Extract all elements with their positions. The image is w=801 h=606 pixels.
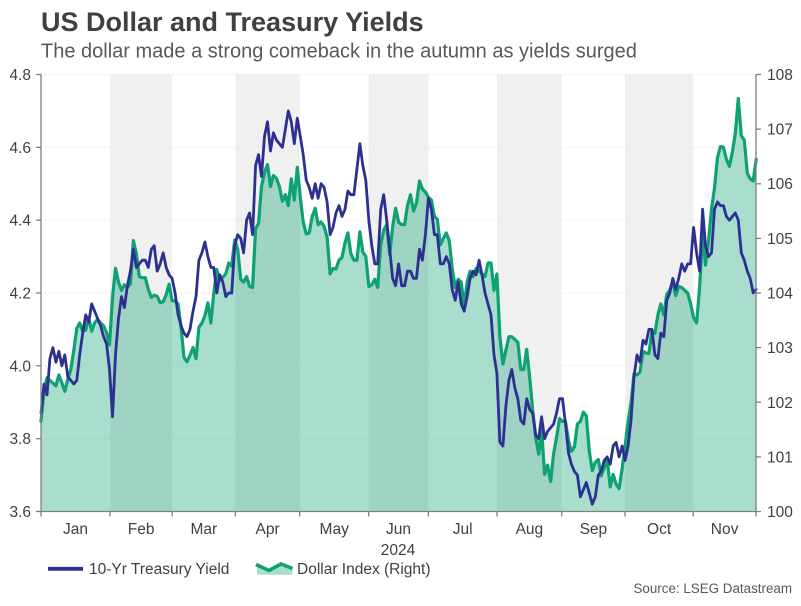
svg-text:105: 105 <box>767 231 793 248</box>
svg-text:4.2: 4.2 <box>9 286 31 303</box>
svg-text:US Dollar and Treasury Yields: US Dollar and Treasury Yields <box>41 7 424 37</box>
svg-text:Dollar Index (Right): Dollar Index (Right) <box>297 561 431 578</box>
svg-text:Jan: Jan <box>63 521 88 538</box>
svg-text:Jul: Jul <box>453 521 473 538</box>
svg-text:Source: LSEG Datastream: Source: LSEG Datastream <box>633 581 792 596</box>
svg-text:100: 100 <box>767 504 793 521</box>
svg-text:3.6: 3.6 <box>9 504 31 521</box>
svg-text:2024: 2024 <box>381 542 416 559</box>
svg-text:4.4: 4.4 <box>9 213 31 230</box>
svg-text:Mar: Mar <box>190 521 217 538</box>
svg-text:107: 107 <box>767 122 793 139</box>
svg-text:Apr: Apr <box>256 521 280 538</box>
svg-text:101: 101 <box>767 449 793 466</box>
svg-text:Oct: Oct <box>647 521 672 538</box>
svg-text:4.0: 4.0 <box>9 358 31 375</box>
svg-text:4.6: 4.6 <box>9 140 31 157</box>
svg-text:102: 102 <box>767 395 793 412</box>
svg-text:Nov: Nov <box>711 521 739 538</box>
svg-text:3.8: 3.8 <box>9 431 31 448</box>
svg-text:Feb: Feb <box>128 521 155 538</box>
svg-text:103: 103 <box>767 340 793 357</box>
svg-text:May: May <box>320 521 350 538</box>
svg-text:106: 106 <box>767 176 793 193</box>
svg-text:The dollar made a strong comeb: The dollar made a strong comeback in the… <box>41 41 637 63</box>
svg-text:Jun: Jun <box>386 521 411 538</box>
svg-text:4.8: 4.8 <box>9 67 31 84</box>
svg-text:10-Yr Treasury Yield: 10-Yr Treasury Yield <box>89 561 229 578</box>
svg-text:Aug: Aug <box>516 521 544 538</box>
svg-text:Sep: Sep <box>580 521 608 538</box>
svg-text:104: 104 <box>767 286 793 303</box>
svg-text:108: 108 <box>767 67 793 84</box>
